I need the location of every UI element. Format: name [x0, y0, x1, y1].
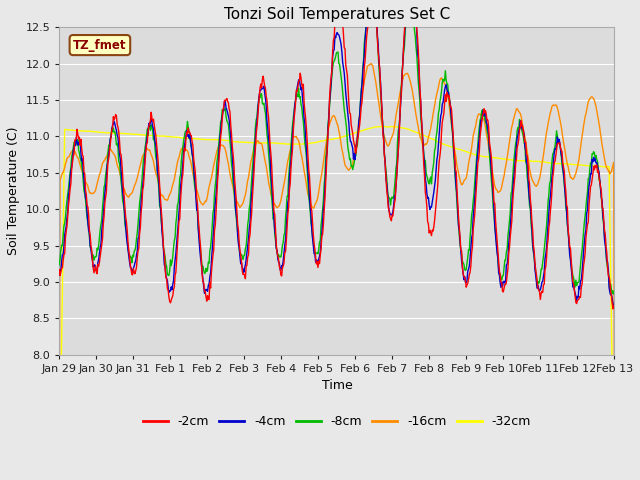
- Y-axis label: Soil Temperature (C): Soil Temperature (C): [7, 127, 20, 255]
- Legend: -2cm, -4cm, -8cm, -16cm, -32cm: -2cm, -4cm, -8cm, -16cm, -32cm: [138, 410, 536, 433]
- Title: Tonzi Soil Temperatures Set C: Tonzi Soil Temperatures Set C: [224, 7, 450, 22]
- Text: TZ_fmet: TZ_fmet: [73, 38, 127, 51]
- X-axis label: Time: Time: [321, 379, 352, 392]
